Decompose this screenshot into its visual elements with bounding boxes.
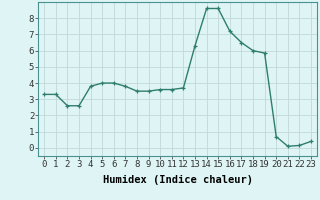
X-axis label: Humidex (Indice chaleur): Humidex (Indice chaleur) — [103, 175, 252, 185]
